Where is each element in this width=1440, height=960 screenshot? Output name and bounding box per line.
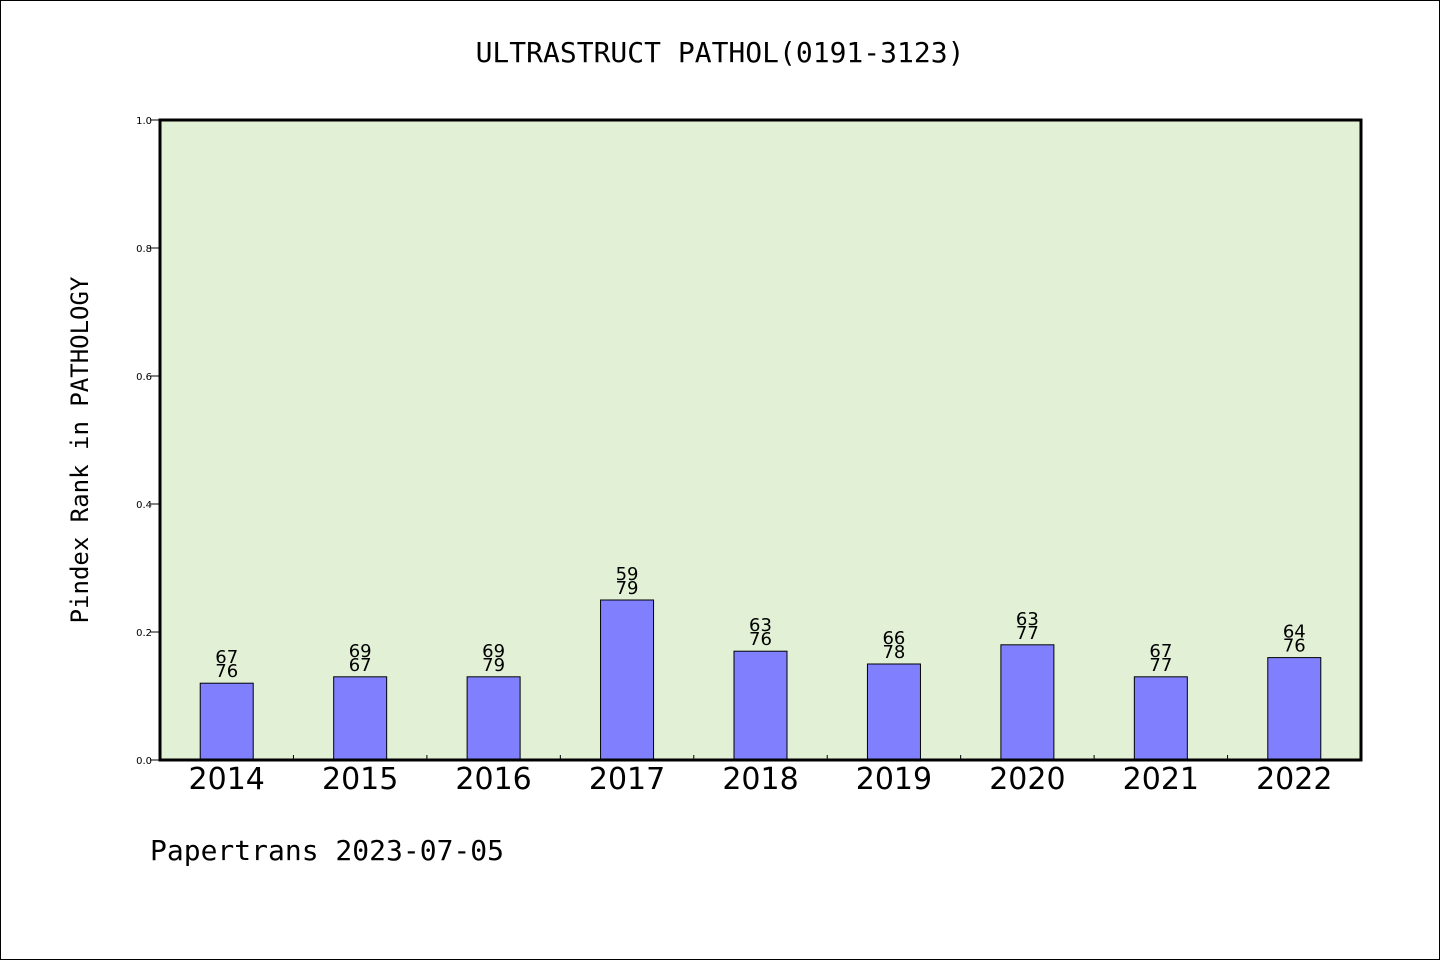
bar-2020 xyxy=(1000,644,1055,761)
bar-2016 xyxy=(466,676,521,761)
data-label-top-2020: 63 xyxy=(1016,609,1039,630)
data-label-top-2019: 66 xyxy=(882,628,905,649)
data-label-top-2022: 64 xyxy=(1283,622,1306,643)
data-label-top-2014: 67 xyxy=(215,647,238,668)
y-tick-label-0.2: 0.2 xyxy=(136,628,152,639)
bar-2021 xyxy=(1133,676,1188,761)
y-tick-label-0.4: 0.4 xyxy=(136,500,152,511)
y-tick-label-0.0: 0.0 xyxy=(136,756,152,767)
x-tick-label-2021: 2021 xyxy=(1123,762,1199,797)
y-tick-label-0.8: 0.8 xyxy=(136,244,152,255)
data-label-bottom-2015: 67 xyxy=(349,655,372,676)
bar-2019 xyxy=(866,663,921,761)
y-tick-label-0.6: 0.6 xyxy=(136,372,152,383)
bar-2017 xyxy=(600,599,655,761)
x-tick-label-2018: 2018 xyxy=(722,762,798,797)
bar-2018 xyxy=(733,650,788,761)
x-tick-label-2022: 2022 xyxy=(1256,762,1332,797)
data-label-bottom-2016: 79 xyxy=(482,655,505,676)
data-label-top-2018: 63 xyxy=(749,615,772,636)
x-tick-label-2019: 2019 xyxy=(856,762,932,797)
x-tick-label-2014: 2014 xyxy=(189,762,265,797)
data-label-bottom-2019: 78 xyxy=(882,642,905,663)
footer-credit: Papertrans 2023-07-05 xyxy=(150,834,505,867)
data-label-bottom-2020: 77 xyxy=(1016,623,1039,644)
bars-layer xyxy=(199,599,1322,761)
x-tick-label-2016: 2016 xyxy=(455,762,531,797)
x-tick-label-2020: 2020 xyxy=(989,762,1065,797)
data-label-bottom-2021: 77 xyxy=(1149,655,1172,676)
data-label-bottom-2022: 76 xyxy=(1283,636,1306,657)
x-tick-label-2017: 2017 xyxy=(589,762,665,797)
x-tick-label-2015: 2015 xyxy=(322,762,398,797)
bar-2014 xyxy=(199,682,254,761)
bar-2015 xyxy=(333,676,388,761)
data-label-top-2021: 67 xyxy=(1149,641,1172,662)
data-label-bottom-2018: 76 xyxy=(749,629,772,650)
chart-title: ULTRASTRUCT PATHOL(0191-3123) xyxy=(475,36,965,69)
plot-border xyxy=(158,118,1363,762)
data-label-top-2017: 59 xyxy=(616,564,639,585)
data-label-bottom-2014: 76 xyxy=(215,661,238,682)
axis-layer: 2014 2015 2016 2017 2018 2019 2020 2021 2022 0.0 0… xyxy=(136,116,1332,797)
y-tick-label-1.0: 1.0 xyxy=(136,116,152,127)
data-label-top-2016: 69 xyxy=(482,641,505,662)
data-label-top-2015: 69 xyxy=(349,641,372,662)
bar-2022 xyxy=(1267,657,1322,761)
data-label-bottom-2017: 79 xyxy=(616,578,639,599)
